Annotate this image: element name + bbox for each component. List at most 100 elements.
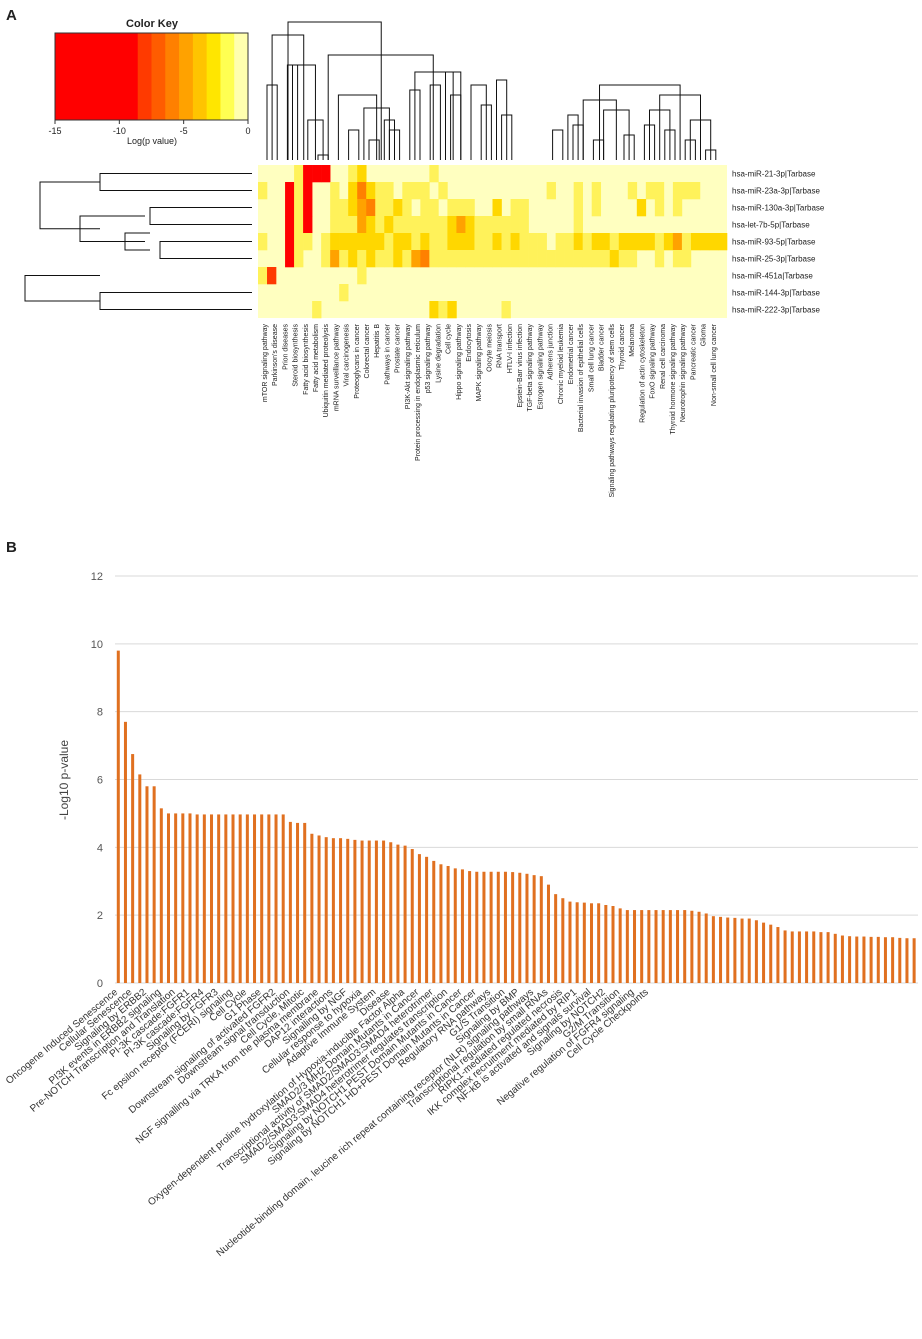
color-key-tick-label: -10 bbox=[113, 126, 126, 136]
heatmap-cell bbox=[492, 250, 502, 268]
heatmap-cell bbox=[510, 233, 520, 251]
bar bbox=[267, 814, 271, 983]
heatmap-column-label: Hepatitis B bbox=[374, 324, 381, 358]
bar bbox=[640, 910, 644, 983]
heatmap-cell bbox=[366, 199, 376, 217]
heatmap-column-label: Prostate cancer bbox=[395, 323, 402, 373]
bar bbox=[597, 903, 601, 983]
heatmap-cell bbox=[591, 250, 602, 268]
bar-chart-y-tick-label: 8 bbox=[97, 707, 103, 719]
bar bbox=[848, 936, 852, 983]
heatmap-cell bbox=[411, 233, 421, 251]
bar bbox=[661, 910, 665, 983]
bar bbox=[331, 838, 335, 983]
heatmap-cell bbox=[357, 216, 367, 234]
bar bbox=[238, 814, 242, 983]
heatmap-column-label: Viral carcinogenesis bbox=[344, 324, 351, 387]
heatmap-cell bbox=[690, 233, 701, 251]
bar bbox=[776, 927, 780, 983]
bar bbox=[582, 902, 586, 983]
heatmap-cell bbox=[573, 216, 583, 234]
bar bbox=[245, 814, 249, 983]
heatmap-cell bbox=[609, 250, 620, 268]
heatmap-cells bbox=[258, 165, 728, 319]
bar bbox=[783, 930, 787, 983]
bar bbox=[754, 920, 758, 983]
heatmap-cell bbox=[348, 182, 358, 200]
heatmap-cell bbox=[294, 165, 304, 183]
heatmap-cell bbox=[429, 199, 439, 217]
bar bbox=[224, 814, 228, 983]
bar bbox=[568, 901, 572, 983]
bar bbox=[589, 903, 594, 983]
heatmap-cell bbox=[294, 199, 304, 217]
bar bbox=[618, 908, 622, 983]
heatmap-cell bbox=[348, 165, 358, 183]
heatmap-cell bbox=[573, 250, 583, 268]
color-key-swatch bbox=[151, 33, 166, 120]
heatmap-cell bbox=[672, 250, 683, 268]
bar bbox=[123, 721, 127, 983]
heatmap-cell bbox=[357, 250, 367, 268]
bar bbox=[446, 865, 450, 983]
bar bbox=[288, 821, 292, 983]
color-key-tick-label: 0 bbox=[245, 126, 250, 136]
bar bbox=[389, 842, 393, 983]
heatmap-cell bbox=[555, 250, 565, 268]
heatmap-column-label: Pancreatic cancer bbox=[690, 323, 697, 380]
bar-chart-gridlines bbox=[115, 575, 918, 984]
heatmap-row-label: hsa-miR-25-3p|Tarbase bbox=[732, 255, 816, 264]
heatmap-cell bbox=[303, 216, 313, 234]
bar bbox=[711, 916, 715, 983]
color-key-swatch bbox=[123, 33, 139, 120]
heatmap-cell bbox=[366, 233, 376, 251]
heatmap-column-label: Melanoma bbox=[629, 324, 636, 357]
bar bbox=[417, 854, 421, 983]
heatmap-row-label: hsa-miR-451a|Tarbase bbox=[732, 272, 813, 281]
bar bbox=[883, 937, 887, 983]
heatmap-cell bbox=[411, 216, 421, 234]
color-key-swatch bbox=[110, 33, 125, 120]
heatmap-cell bbox=[294, 216, 304, 234]
heatmap-cell bbox=[681, 182, 692, 200]
heatmap-column-label: Pathways in cancer bbox=[384, 323, 391, 384]
heatmap-cell bbox=[654, 182, 665, 200]
color-key-ticks: -15 -10 -5 0 bbox=[48, 120, 251, 136]
bar bbox=[217, 814, 221, 983]
bar bbox=[905, 938, 909, 983]
color-key-swatch bbox=[220, 33, 235, 120]
bar-chart-y-tick-label: 0 bbox=[97, 978, 103, 990]
heatmap-cell bbox=[627, 250, 638, 268]
bar bbox=[525, 873, 529, 983]
heatmap-cell bbox=[501, 233, 511, 251]
heatmap-cell bbox=[303, 165, 313, 183]
heatmap-cell bbox=[285, 233, 295, 251]
heatmap-cell bbox=[447, 233, 457, 251]
heatmap-row-label: hsa-miR-144-3p|Tarbase bbox=[732, 289, 820, 298]
heatmap-cell bbox=[474, 250, 484, 268]
heatmap-cell bbox=[357, 182, 367, 200]
bar bbox=[209, 814, 214, 983]
color-key-swatch bbox=[55, 33, 70, 120]
heatmap-cell bbox=[375, 199, 385, 217]
bar bbox=[174, 813, 178, 983]
color-key-swatch bbox=[68, 33, 84, 120]
heatmap-cell bbox=[339, 250, 349, 268]
bar bbox=[862, 936, 866, 983]
heatmap-cell bbox=[492, 199, 502, 217]
heatmap-cell bbox=[348, 250, 358, 268]
panel-b-label: B bbox=[6, 539, 17, 556]
color-key-swatch bbox=[96, 33, 111, 120]
heatmap-cell bbox=[330, 199, 340, 217]
heatmap-cell bbox=[438, 233, 448, 251]
bar bbox=[812, 931, 816, 983]
bar bbox=[310, 833, 314, 983]
bar bbox=[805, 931, 809, 983]
heatmap-column-label: Colorectal cancer bbox=[364, 323, 371, 378]
bar bbox=[604, 904, 608, 983]
heatmap-cell bbox=[438, 301, 448, 319]
bar bbox=[518, 872, 522, 983]
heatmap-cell bbox=[420, 216, 430, 234]
bar bbox=[453, 868, 457, 983]
bar-chart-y-tick-label: 10 bbox=[91, 639, 103, 651]
